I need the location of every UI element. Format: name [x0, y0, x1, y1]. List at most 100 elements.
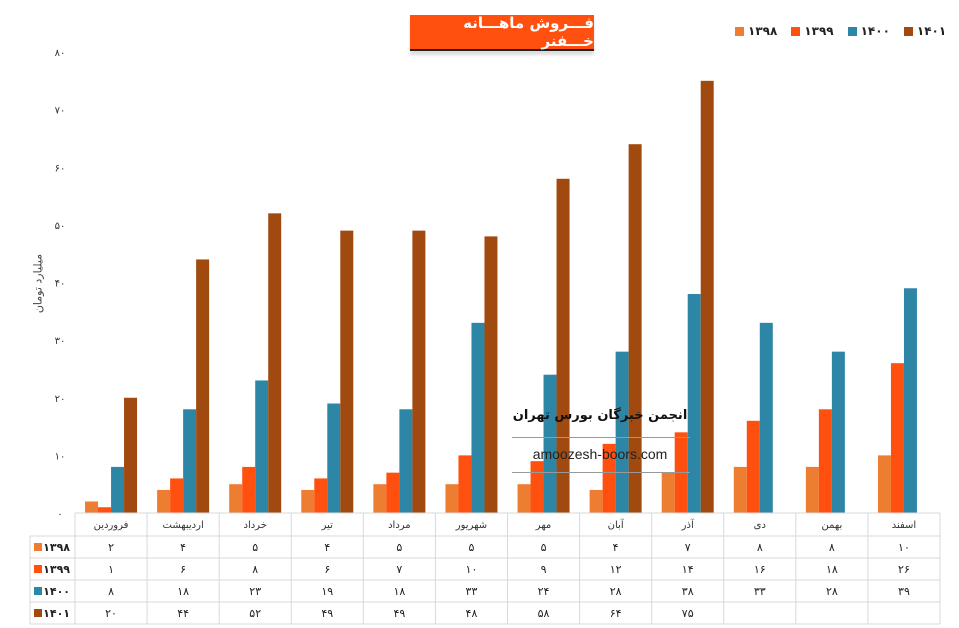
table-cell-value: ۱ [108, 563, 114, 576]
table-cell-value: ۴۴ [177, 607, 189, 620]
table-cell-value: ۲۳ [249, 585, 261, 598]
bar-3-10 [759, 322, 773, 513]
bar-3-5 [399, 409, 413, 513]
table-cell-value: ۲۰ [105, 607, 117, 620]
legend-swatch [903, 26, 913, 36]
bar-2-1 [98, 507, 112, 513]
table-cell-value: ۱۰ [898, 541, 910, 554]
y-axis-label: میلیارد تومان [31, 253, 45, 314]
watermark-url: amoozesh-boors.com [532, 446, 668, 462]
bar-1-4 [301, 489, 315, 513]
bar-1-12 [877, 455, 891, 513]
bar-3-9 [687, 294, 701, 513]
legend-item: ۱۴۰۱ [903, 24, 947, 38]
table-cell-value: ۱۰ [466, 563, 478, 576]
bar-1-3 [229, 484, 243, 513]
table-series-label: ۱۳۹۹ [43, 563, 70, 576]
table-cell-value: ۶۴ [610, 607, 622, 620]
table-cell-value: ۹ [541, 563, 547, 576]
watermark-divider [512, 437, 690, 438]
bar-2-5 [386, 472, 400, 513]
bar-1-8 [589, 489, 603, 513]
bar-2-3 [242, 466, 256, 513]
x-category-label: آذر [681, 518, 695, 531]
bar-2-11 [818, 409, 832, 513]
table-cell-value: ۵۸ [538, 607, 550, 620]
x-category-label: دی [754, 520, 766, 531]
legend-item: ۱۳۹۹ [791, 24, 834, 38]
y-tick-label: ۷۰ [55, 106, 66, 117]
table-legend-swatch [34, 587, 42, 595]
bar-2-2 [170, 478, 184, 513]
bar-4-6 [484, 236, 498, 513]
table-cell-value: ۱۸ [826, 563, 838, 576]
table-cell-value: ۶ [324, 563, 330, 576]
legend-swatch [847, 26, 857, 36]
table-cell-value: ۱۶ [754, 563, 766, 576]
table-cell-value: ۴۹ [393, 607, 405, 620]
bar-4-4 [340, 230, 354, 513]
y-tick-label: ۳۰ [55, 336, 66, 347]
legend-label: ۱۴۰۰ [860, 24, 890, 38]
table-cell-value: ۴ [613, 541, 619, 554]
x-category-label: تیر [321, 520, 334, 531]
bar-1-1 [85, 501, 99, 513]
bar-3-2 [183, 409, 197, 513]
y-tick-label: ۱۰ [55, 451, 66, 462]
bar-1-10 [733, 466, 747, 513]
bar-2-12 [890, 363, 904, 513]
table-series-label: ۱۴۰۱ [43, 607, 70, 620]
table-cell-value: ۲۶ [898, 563, 910, 576]
watermark-title: انجمن خبرگان بورس تهران [512, 408, 688, 423]
table-cell-value: ۷ [396, 563, 402, 576]
bar-1-9 [661, 472, 675, 513]
table-cell-value: ۱۴ [682, 563, 694, 576]
table-cell-value: ۵ [396, 541, 402, 554]
table-cell-value: ۵۲ [249, 607, 261, 620]
bar-3-12 [903, 288, 917, 513]
y-tick-label: ۴۰ [55, 279, 66, 290]
table-series-label: ۱۳۹۸ [43, 541, 70, 554]
x-category-label: خرداد [244, 520, 267, 531]
y-tick-label: ۸۰ [55, 48, 66, 59]
table-cell-value: ۸ [829, 541, 835, 554]
table-series-label: ۱۴۰۰ [43, 585, 70, 598]
legend-swatch [735, 26, 744, 36]
legend-swatch [791, 26, 801, 36]
table-cell-value: ۴ [324, 541, 330, 554]
table-cell-value: ۳۹ [898, 585, 910, 598]
bar-3-11 [831, 351, 845, 513]
bar-1-11 [805, 466, 819, 513]
y-tick-label: ۲۰ [55, 394, 66, 405]
table-cell-value: ۴۹ [321, 607, 333, 620]
legend-label: ۱۴۰۱ [916, 24, 947, 38]
table-cell-value: ۸ [108, 585, 114, 598]
bar-2-4 [314, 478, 328, 513]
table-cell-value: ۴ [180, 541, 186, 554]
y-tick-label: ۶۰ [55, 163, 66, 174]
table-legend-swatch [34, 565, 42, 573]
x-category-label: اردیبهشت [163, 520, 204, 531]
bar-4-2 [196, 259, 210, 513]
y-tick-label: ۵۰ [55, 221, 66, 232]
table-cell-value: ۶ [180, 563, 186, 576]
table-cell-value: ۲۴ [538, 585, 550, 598]
legend-label: ۱۳۹۸ [748, 24, 778, 38]
table-cell-value: ۷ [685, 541, 691, 554]
bar-3-1 [111, 466, 125, 513]
table-cell-value: ۸ [757, 541, 763, 554]
table-cell-value: ۱۲ [610, 563, 622, 576]
bar-1-5 [373, 484, 387, 513]
bar-4-3 [268, 213, 282, 513]
x-category-label: مهر [535, 520, 551, 531]
bar-1-2 [157, 489, 171, 513]
table-cell-value: ۵ [541, 541, 547, 554]
bar-3-3 [255, 380, 269, 513]
bar-2-7 [530, 461, 544, 513]
bar-4-5 [412, 230, 426, 513]
table-cell-value: ۱۸ [393, 585, 405, 598]
bar-1-7 [517, 484, 531, 513]
bar-3-7 [543, 374, 557, 513]
x-category-label: مرداد [388, 520, 411, 531]
